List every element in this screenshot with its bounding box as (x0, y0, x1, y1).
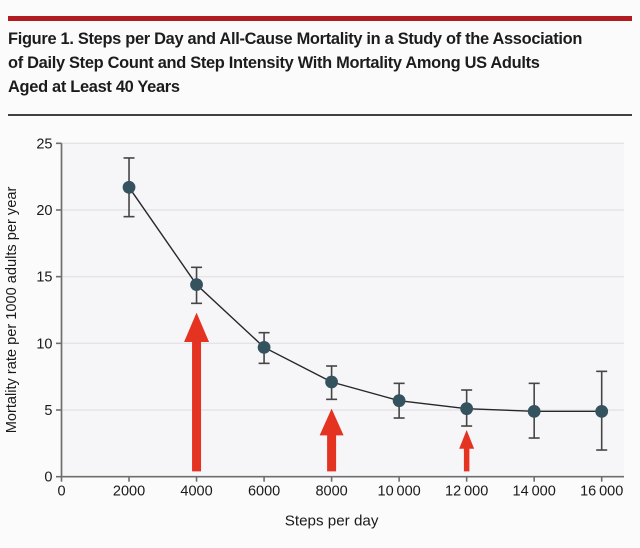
title-divider (8, 114, 632, 116)
chart-canvas: 0 5 10 15 20 25 0 2000 4000 6000 8000 10 000 12 000 1… (4, 136, 624, 530)
figure-title-line-1: Figure 1. Steps per Day and All-Cause Mo… (8, 30, 583, 48)
figure-title: Figure 1. Steps per Day and All-Cause Mo… (8, 27, 636, 99)
red-arrow (319, 408, 344, 472)
plot-area (61, 143, 624, 477)
data-point (527, 404, 541, 418)
y-tick-label: 5 (44, 403, 52, 419)
x-tick-label: 4000 (180, 484, 212, 500)
data-point (122, 180, 136, 194)
data-point (460, 402, 474, 416)
x-tick-label: 6000 (248, 484, 280, 500)
trend-line (128, 186, 602, 413)
top-red-rule (8, 16, 632, 21)
figure-title-line-2: of Daily Step Count and Step Intensity W… (8, 54, 540, 72)
x-tick-label: 10 000 (378, 484, 421, 500)
data-point (190, 278, 203, 292)
data-point (595, 404, 609, 418)
x-tick-label: 16 000 (580, 484, 623, 500)
x-tick-label: 0 (57, 484, 65, 500)
data-point (392, 394, 406, 408)
red-arrow (184, 312, 210, 472)
x-tick-label: 12 000 (445, 484, 488, 500)
x-tick-label: 2000 (113, 484, 145, 500)
data-point (325, 375, 338, 389)
x-tick-label: 8000 (315, 484, 347, 500)
x-axis-label: Steps per day (285, 513, 379, 530)
y-tick-label: 20 (36, 203, 52, 219)
y-tick-label: 10 (36, 336, 52, 352)
y-tick-label: 0 (44, 470, 52, 486)
x-tick-label: 14 000 (513, 484, 556, 500)
y-tick-label: 25 (36, 136, 52, 152)
red-arrow (459, 430, 475, 472)
mortality-steps-chart: 0 5 10 15 20 25 0 2000 4000 6000 8000 10 000 12 000 1… (0, 118, 640, 548)
figure-title-line-3: Aged at Least 40 Years (8, 78, 180, 96)
data-point (257, 340, 271, 354)
y-axis-label: Mortality rate per 1000 adults per year (4, 187, 20, 434)
y-tick-label: 15 (36, 270, 52, 286)
